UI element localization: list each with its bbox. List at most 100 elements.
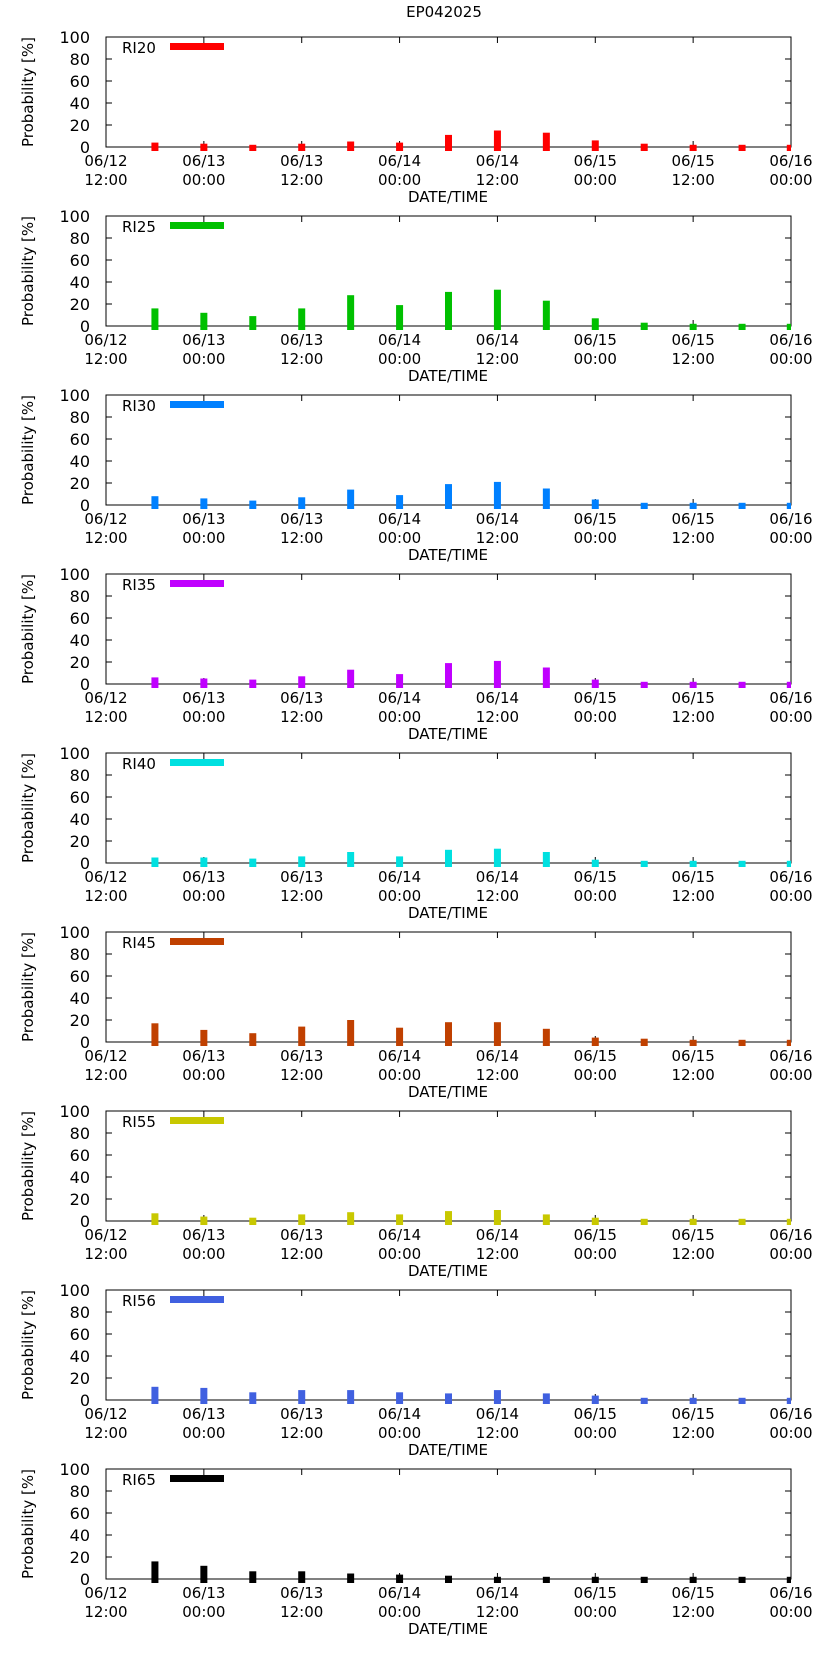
y-tick-label: 80 xyxy=(70,408,90,427)
y-tick-label: 20 xyxy=(70,1369,90,1388)
bar xyxy=(738,323,746,330)
bar xyxy=(591,499,599,509)
x-tick-label-time: 00:00 xyxy=(574,1424,617,1442)
x-tick-label-date: 06/15 xyxy=(672,689,715,707)
x-tick-label-time: 12:00 xyxy=(84,350,127,368)
bar xyxy=(445,663,452,688)
bar xyxy=(542,1028,550,1046)
bar xyxy=(493,1576,501,1583)
x-tick-label-date: 06/15 xyxy=(672,510,715,528)
x-tick-label-date: 06/12 xyxy=(84,868,127,886)
bar xyxy=(396,1574,404,1583)
y-tick-label: 40 xyxy=(70,1347,90,1366)
x-tick-label-time: 12:00 xyxy=(672,1066,715,1084)
legend-swatch xyxy=(170,222,224,229)
bar xyxy=(786,681,791,688)
legend-label: RI30 xyxy=(122,397,156,415)
bar xyxy=(786,1576,791,1583)
x-tick-label-time: 12:00 xyxy=(476,1603,519,1621)
x-tick-label-date: 06/14 xyxy=(476,1584,519,1602)
y-tick-label: 40 xyxy=(70,810,90,829)
bar xyxy=(689,1039,697,1046)
x-tick-label-time: 00:00 xyxy=(769,171,812,189)
x-tick-label-date: 06/15 xyxy=(672,1584,715,1602)
x-tick-label-time: 12:00 xyxy=(280,350,323,368)
x-tick-label-date: 06/13 xyxy=(182,868,225,886)
x-axis-label: DATE/TIME xyxy=(408,546,488,564)
x-tick-label-date: 06/13 xyxy=(280,510,323,528)
y-tick-label: 20 xyxy=(70,1190,90,1209)
y-tick-label: 20 xyxy=(70,832,90,851)
bar xyxy=(347,489,355,509)
x-tick-label-date: 06/14 xyxy=(378,1584,421,1602)
y-axis-label: Probability [%] xyxy=(19,37,37,147)
bar xyxy=(640,143,648,151)
x-tick-label-time: 00:00 xyxy=(378,1603,421,1621)
bar xyxy=(786,1218,791,1225)
x-tick-label-date: 06/14 xyxy=(476,1047,519,1065)
x-tick-label-time: 00:00 xyxy=(378,887,421,905)
bar xyxy=(493,289,501,330)
x-tick-label-time: 12:00 xyxy=(84,708,127,726)
bar xyxy=(347,295,355,330)
legend-swatch xyxy=(170,1117,224,1124)
bar xyxy=(347,852,355,867)
chart-panel-ri56: 02040608010006/1212:0006/1300:0006/1312:… xyxy=(19,1281,813,1459)
bar xyxy=(689,144,697,151)
y-tick-label: 100 xyxy=(59,565,90,584)
x-tick-label-time: 00:00 xyxy=(574,1603,617,1621)
bar xyxy=(298,856,306,867)
x-tick-label-time: 12:00 xyxy=(84,1066,127,1084)
x-tick-label-date: 06/14 xyxy=(476,1226,519,1244)
legend-label: RI56 xyxy=(122,1292,156,1310)
x-tick-label-date: 06/15 xyxy=(574,152,617,170)
x-axis-label: DATE/TIME xyxy=(408,904,488,922)
bar xyxy=(542,300,550,330)
bar xyxy=(786,502,791,509)
y-tick-label: 80 xyxy=(70,229,90,248)
x-tick-label-date: 06/15 xyxy=(672,1226,715,1244)
x-tick-label-date: 06/13 xyxy=(182,1584,225,1602)
bar xyxy=(542,1576,550,1583)
bar xyxy=(786,860,791,867)
x-tick-label-time: 00:00 xyxy=(769,887,812,905)
y-tick-label: 0 xyxy=(80,1391,90,1410)
bar xyxy=(347,141,355,151)
legend-swatch xyxy=(170,938,224,945)
bar xyxy=(738,1397,746,1404)
x-axis-label: DATE/TIME xyxy=(408,1441,488,1459)
x-tick-label-date: 06/13 xyxy=(182,510,225,528)
bar xyxy=(591,679,599,688)
bar xyxy=(298,1390,306,1404)
x-axis-label: DATE/TIME xyxy=(408,725,488,743)
bar xyxy=(591,1395,599,1404)
x-tick-label-date: 06/15 xyxy=(574,1047,617,1065)
bar xyxy=(591,1217,599,1225)
x-tick-label-date: 06/15 xyxy=(574,689,617,707)
x-tick-label-date: 06/16 xyxy=(769,1047,812,1065)
bar xyxy=(640,322,648,330)
x-tick-label-time: 00:00 xyxy=(182,529,225,547)
x-tick-label-date: 06/13 xyxy=(280,689,323,707)
x-tick-label-time: 00:00 xyxy=(182,1603,225,1621)
legend-label: RI35 xyxy=(122,576,156,594)
legend-swatch xyxy=(170,401,224,408)
chart-panel-ri40: 02040608010006/1212:0006/1300:0006/1312:… xyxy=(19,744,813,922)
legend-swatch xyxy=(170,759,224,766)
x-tick-label-date: 06/13 xyxy=(280,1584,323,1602)
x-tick-label-date: 06/13 xyxy=(280,1405,323,1423)
y-tick-label: 80 xyxy=(70,945,90,964)
bar xyxy=(445,1211,452,1225)
x-tick-label-time: 00:00 xyxy=(769,1245,812,1263)
bar xyxy=(640,1397,648,1404)
y-tick-label: 60 xyxy=(70,251,90,270)
x-tick-label-date: 06/15 xyxy=(574,1405,617,1423)
bar xyxy=(151,857,159,867)
bar xyxy=(396,674,404,688)
x-tick-label-date: 06/16 xyxy=(769,689,812,707)
bar xyxy=(493,1390,501,1404)
x-tick-label-date: 06/13 xyxy=(182,1405,225,1423)
x-tick-label-time: 00:00 xyxy=(769,1066,812,1084)
y-tick-label: 80 xyxy=(70,587,90,606)
